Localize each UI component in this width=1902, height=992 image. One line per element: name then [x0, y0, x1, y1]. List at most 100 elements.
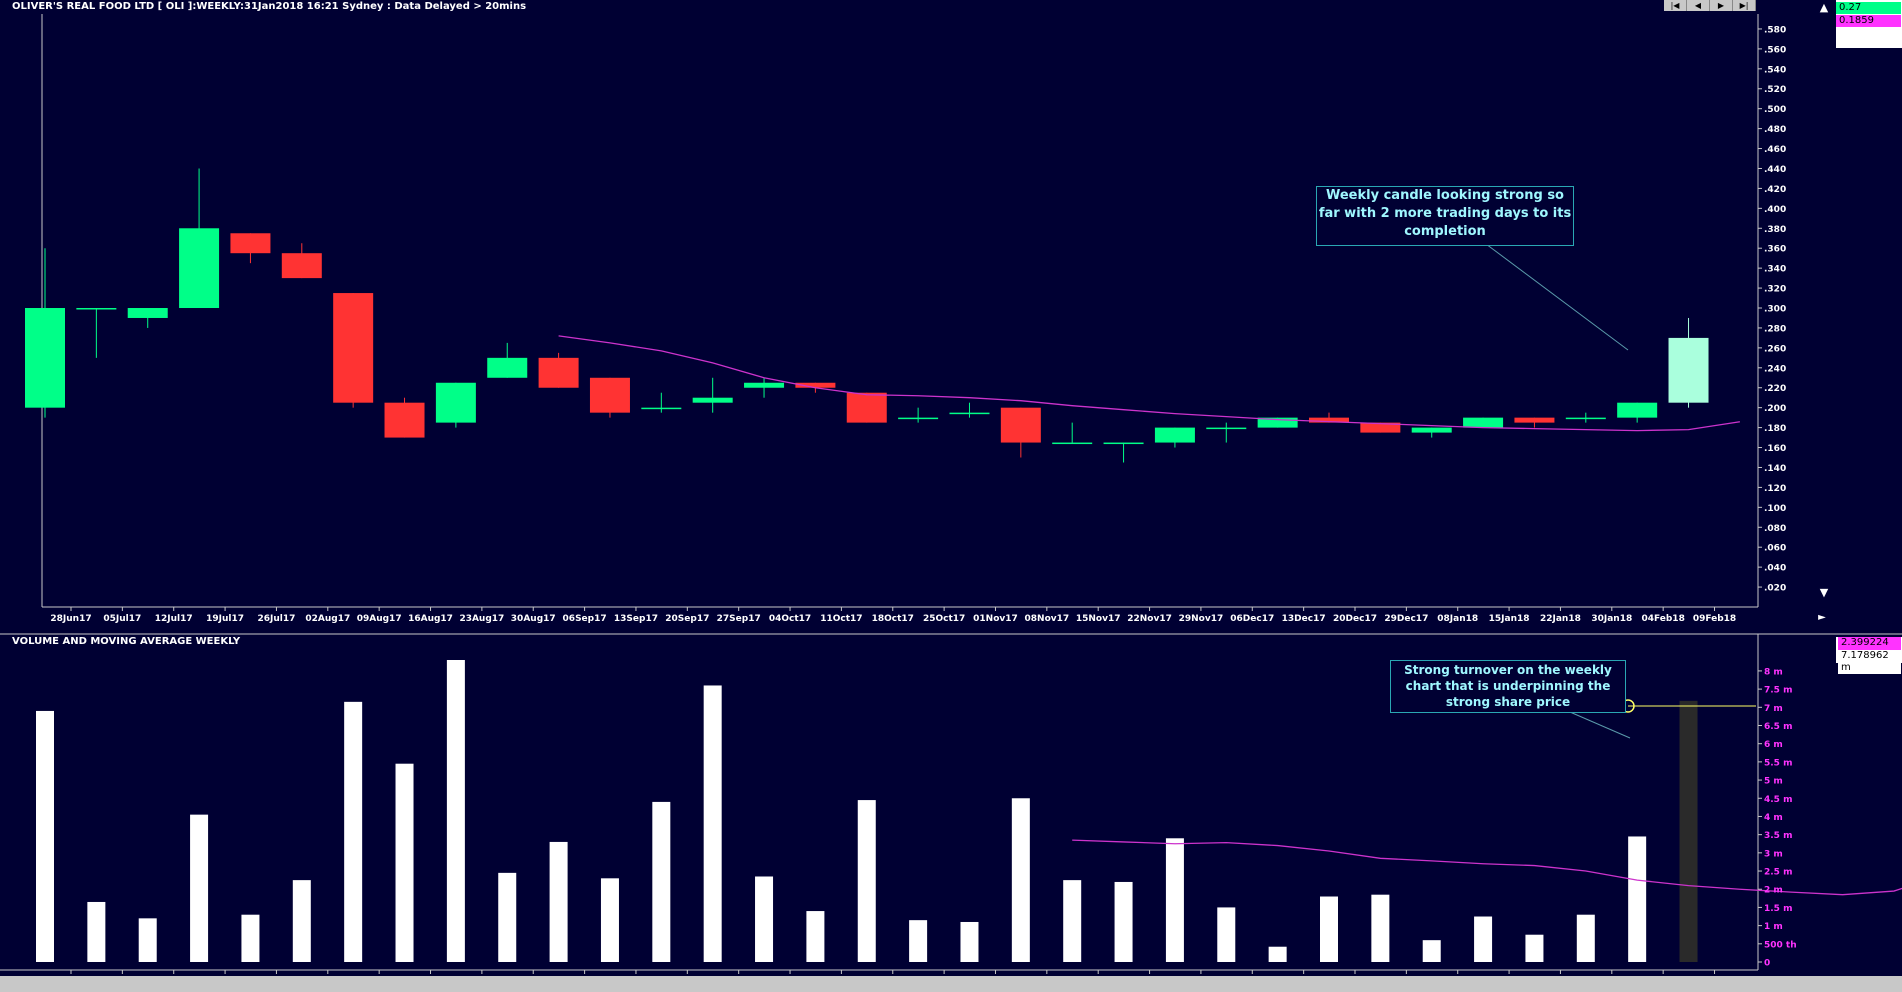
- price-annotation: Weekly candle looking strong so far with…: [1316, 186, 1574, 246]
- volume-bar: [652, 801, 671, 962]
- date-tick-label: 09Feb18: [1693, 614, 1736, 624]
- candle-body: [1617, 402, 1658, 418]
- last-price-badge: 0.27: [1836, 2, 1901, 14]
- volume-panel-title: VOLUME AND MOVING AVERAGE WEEKLY: [12, 636, 241, 647]
- date-tick-label: 13Dec17: [1282, 614, 1326, 624]
- price-tick-label: .120: [1764, 484, 1786, 494]
- date-tick-label: 13Sep17: [614, 614, 658, 624]
- price-tick-label: .220: [1764, 384, 1786, 394]
- volume-bar: [498, 872, 517, 962]
- date-tick-label: 22Nov17: [1127, 614, 1172, 624]
- volume-bar: [1063, 880, 1082, 962]
- navigation-buttons: |◀ ◀ ▶ ▶|: [1664, 0, 1756, 11]
- price-tick-label: .100: [1764, 504, 1786, 514]
- price-tick-label: .540: [1764, 65, 1786, 75]
- candle-body: [1514, 417, 1555, 423]
- volume-bar: [1011, 798, 1030, 962]
- date-tick-label: 26Jul17: [257, 614, 295, 624]
- volume-tick-label: 6.5 m: [1764, 722, 1792, 732]
- volume-tick-label: 2 m: [1764, 886, 1783, 896]
- volume-bar: [1268, 946, 1287, 962]
- candle-body: [1103, 442, 1144, 445]
- candle-body: [898, 417, 939, 420]
- price-tick-label: .480: [1764, 125, 1786, 135]
- candle-body: [1668, 337, 1709, 403]
- volume-bar: [549, 841, 568, 962]
- price-moving-average: [558, 335, 1740, 432]
- prev-page-button[interactable]: ◀: [1687, 0, 1710, 11]
- date-tick-label: 12Jul17: [155, 614, 193, 624]
- last-page-button[interactable]: ▶|: [1733, 0, 1756, 11]
- date-tick-label: 18Oct17: [872, 614, 914, 624]
- candle-body: [76, 308, 117, 310]
- candle-body: [949, 412, 990, 415]
- volume-bar: [190, 814, 209, 962]
- volume-bar: [36, 710, 54, 962]
- date-tick-label: 11Oct17: [820, 614, 862, 624]
- date-tick-label: 30Aug17: [511, 614, 556, 624]
- price-tick-label: .520: [1764, 85, 1786, 95]
- volume-value-badge: 7.178962 m: [1838, 650, 1901, 674]
- price-ma-badge: 0.1859: [1836, 15, 1901, 27]
- volume-bar: [1320, 896, 1338, 962]
- date-tick-label: 16Aug17: [408, 614, 453, 624]
- volume-tick-label: 500 th: [1764, 940, 1797, 950]
- price-tick-label: .080: [1764, 524, 1786, 534]
- scroll-up-icon[interactable]: ▲: [1820, 1, 1829, 14]
- date-tick-label: 27Sep17: [717, 614, 761, 624]
- candle-body: [179, 228, 220, 309]
- volume-tick-label: 6 m: [1764, 740, 1783, 750]
- candle-body: [1206, 427, 1247, 430]
- volume-moving-average: [1072, 839, 1902, 896]
- price-tick-label: .180: [1764, 424, 1786, 434]
- candle-body: [1309, 417, 1349, 423]
- price-tick-label: .240: [1764, 364, 1786, 374]
- date-tick-label: 22Jan18: [1540, 614, 1581, 624]
- scroll-down-icon[interactable]: ▼: [1820, 586, 1829, 599]
- volume-tick-label: 7.5 m: [1764, 686, 1792, 696]
- price-tick-label: .040: [1764, 564, 1786, 574]
- volume-bar: [1217, 907, 1236, 962]
- price-tick-label: .160: [1764, 444, 1786, 454]
- volume-bar: [138, 918, 157, 962]
- date-tick-label: 29Nov17: [1179, 614, 1224, 624]
- candle-body: [127, 308, 168, 318]
- price-tick-label: .200: [1764, 404, 1786, 414]
- volume-bar: [909, 920, 928, 962]
- price-tick-label: .580: [1764, 25, 1786, 35]
- next-page-button[interactable]: ▶: [1710, 0, 1733, 11]
- date-tick-label: 04Oct17: [769, 614, 811, 624]
- date-tick-label: 25Oct17: [923, 614, 965, 624]
- date-tick-label: 08Nov17: [1025, 614, 1070, 624]
- volume-bar: [87, 901, 106, 962]
- price-tick-label: .020: [1764, 584, 1786, 594]
- price-tick-label: .260: [1764, 344, 1786, 354]
- price-tick-label: .420: [1764, 185, 1786, 195]
- volume-tick-label: 1.5 m: [1764, 904, 1792, 914]
- candle-body: [333, 293, 374, 403]
- candle-body: [538, 357, 579, 388]
- volume-bar: [1628, 836, 1647, 962]
- volume-tick-label: 5 m: [1764, 777, 1783, 787]
- date-tick-label: 02Aug17: [305, 614, 350, 624]
- price-tick-label: .380: [1764, 225, 1786, 235]
- volume-tick-label: 0: [1764, 959, 1770, 969]
- scroll-right-icon[interactable]: ►: [1818, 612, 1826, 623]
- volume-bar: [1525, 934, 1544, 962]
- date-tick-label: 06Sep17: [563, 614, 607, 624]
- volume-bar: [1474, 916, 1493, 962]
- volume-tick-label: 5.5 m: [1764, 758, 1792, 768]
- candle-body: [281, 253, 322, 279]
- candle-body: [795, 382, 836, 388]
- price-tick-label: .560: [1764, 45, 1786, 55]
- volume-tick-label: 1 m: [1764, 922, 1783, 932]
- volume-bar: [1165, 838, 1184, 962]
- volume-bar: [600, 878, 619, 962]
- volume-bar: [755, 876, 774, 962]
- candle-body: [435, 382, 476, 423]
- candle-body: [1154, 427, 1195, 443]
- volume-tick-label: 4 m: [1764, 813, 1783, 823]
- volume-bar: [1422, 940, 1441, 962]
- first-page-button[interactable]: |◀: [1664, 0, 1687, 11]
